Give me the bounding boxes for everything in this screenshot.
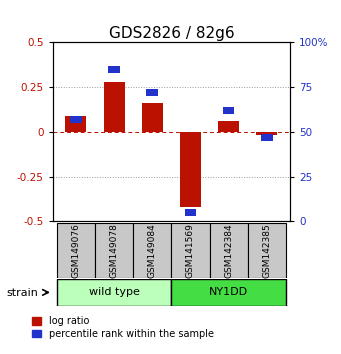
Bar [57,223,95,278]
Text: GSM149084: GSM149084 [148,223,157,278]
Text: GSM149076: GSM149076 [71,223,80,278]
Bar [218,121,239,132]
Bar [261,134,273,141]
Text: strain: strain [7,288,39,298]
Text: GSM142385: GSM142385 [263,223,271,278]
Bar [171,223,210,278]
Bar [185,209,196,216]
Text: GSM149078: GSM149078 [109,223,119,278]
Bar [256,132,278,136]
Bar [133,223,171,278]
Bar [171,279,286,306]
Bar [146,89,158,96]
Text: NY1DD: NY1DD [209,287,248,297]
Legend: log ratio, percentile rank within the sample: log ratio, percentile rank within the sa… [32,316,214,339]
Bar [65,116,86,132]
Bar [223,107,235,114]
Bar [142,103,163,132]
Bar [180,132,201,207]
Text: GSM141569: GSM141569 [186,223,195,278]
Bar [57,279,172,306]
Text: wild type: wild type [89,287,139,297]
Bar [104,82,124,132]
Bar [70,116,81,123]
Bar [248,223,286,278]
Bar [95,223,133,278]
Bar [210,223,248,278]
Title: GDS2826 / 82g6: GDS2826 / 82g6 [108,26,234,41]
Text: GSM142384: GSM142384 [224,223,233,278]
Bar [108,66,120,73]
